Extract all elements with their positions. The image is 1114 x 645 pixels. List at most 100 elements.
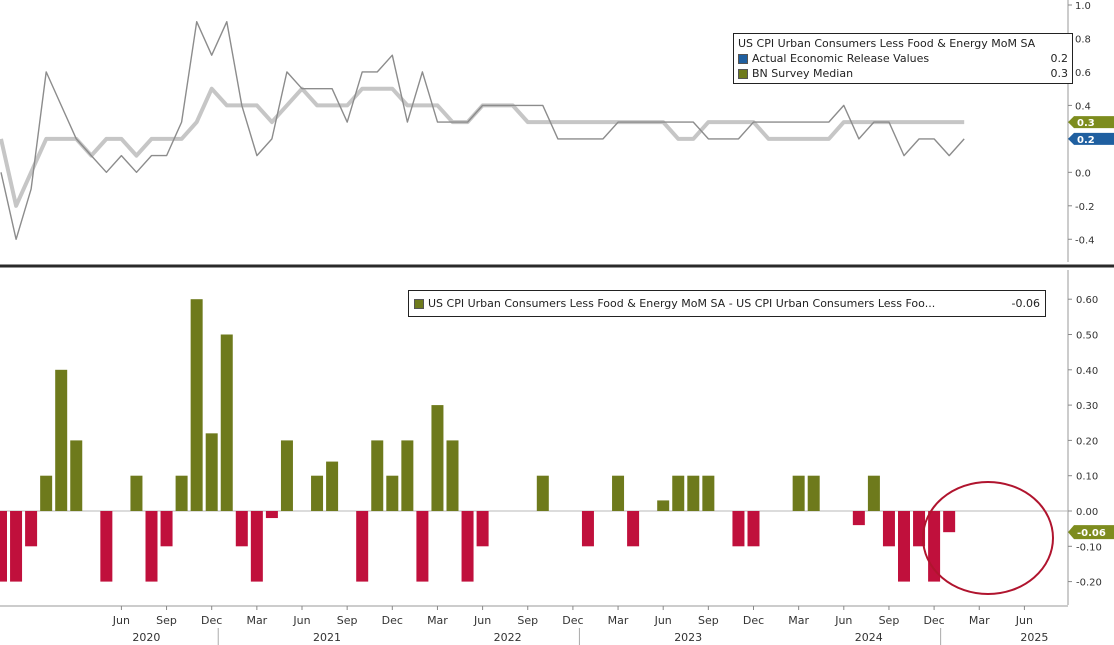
bar [326,461,339,511]
x-year-label: 2022 [494,631,522,644]
bottom-y-tick-label: 0.60 [1076,295,1098,306]
top-panel-line-chart: -0.4 -0.2 0.0 0.2 0.4 0.6 0.8 1.0 0.3 0.2 [0,0,1114,262]
annotation-circle [922,481,1054,595]
bar-last-value-badge [1068,525,1114,540]
bottom-legend-value: -0.06 [1011,297,1040,310]
bar [280,440,293,511]
bottom-panel-bar-chart: -0.20 -0.10 0.00 0.10 0.20 0.30 0.40 0.50 0.60 -0… [0,270,1114,605]
bar [702,475,715,511]
bar [732,511,745,547]
top-y-tick-label: 0.6 [1075,68,1091,79]
bottom-legend-row: US CPI Urban Consumers Less Food & Energ… [414,296,1040,311]
bar [0,511,7,582]
x-year-label: 2020 [132,631,160,644]
bar [536,475,549,511]
x-month-label: Jun [1015,614,1033,627]
bar [70,440,83,511]
bar [40,475,53,511]
bar [807,475,820,511]
bar [100,511,113,582]
bar [401,440,414,511]
bar [10,511,23,582]
x-year-label: 2025 [1020,631,1048,644]
x-month-label: Jun [473,614,491,627]
bar [25,511,38,547]
cpi-actual-line [0,21,965,241]
diff-swatch-icon [414,298,424,309]
x-year-label: 2024 [855,631,883,644]
top-y-tick-label: 1.0 [1075,1,1091,12]
x-month-label: Dec [743,614,764,627]
x-year-label: 2021 [313,631,341,644]
bar [461,511,474,582]
actual-last-value-badge [1068,132,1114,145]
top-legend-survey-label: BN Survey Median [752,67,854,80]
bar [311,475,324,511]
top-legend-actual-row: Actual Economic Release Values 0.2 [738,51,1068,66]
bar [356,511,369,582]
bar [130,475,143,511]
bar [446,440,459,511]
x-month-label: Sep [337,614,358,627]
bar [386,475,399,511]
x-month-label: Sep [698,614,719,627]
top-y-tick-label: 0.4 [1075,101,1091,112]
bar [220,334,233,511]
bottom-y-tick-label: 0.40 [1076,366,1098,377]
bar [476,511,489,547]
bar [792,475,805,511]
survey-last-value-label: 0.3 [1077,118,1095,129]
x-month-label: Dec [382,614,403,627]
top-y-tick-label: -0.4 [1075,235,1095,246]
bar [55,369,68,511]
top-legend-title: US CPI Urban Consumers Less Food & Energ… [738,37,1036,50]
actual-swatch-icon [738,53,748,64]
x-month-label: Sep [879,614,900,627]
x-month-label: Mar [427,614,448,627]
bar [431,405,444,511]
bar [190,299,203,511]
x-month-label: Jun [292,614,310,627]
bar [175,475,188,511]
x-month-label: Sep [156,614,177,627]
top-y-tick-label: 0.0 [1075,168,1091,179]
top-legend-survey-value: 0.3 [1050,67,1069,80]
bar [747,511,760,547]
x-axis: Jun Sep Dec Mar Jun Sep Dec Mar Jun Sep Dec Mar Jun S… [0,605,1068,645]
bar [250,511,263,582]
x-month-label: Dec [201,614,222,627]
bar [205,433,218,511]
x-month-label: Jun [112,614,130,627]
x-month-label: Dec [923,614,944,627]
top-y-tick-label: 0.8 [1075,34,1091,45]
x-month-label: Mar [608,614,629,627]
bar [160,511,173,547]
x-month-label: Dec [562,614,583,627]
bar [867,475,880,511]
bar [612,475,625,511]
bar [627,511,640,547]
bottom-y-tick-label: -0.10 [1076,542,1102,553]
top-legend-title-row: US CPI Urban Consumers Less Food & Energ… [738,36,1068,51]
bottom-y-tick-label: -0.20 [1076,578,1102,589]
bar [371,440,384,511]
bar [265,511,278,519]
bottom-y-tick-label: 0.30 [1076,401,1098,412]
bottom-legend: US CPI Urban Consumers Less Food & Energ… [408,290,1046,317]
top-y-tick-label: -0.2 [1075,202,1095,213]
x-year-label: 2023 [674,631,702,644]
bottom-y-tick-label: 0.20 [1076,436,1098,447]
bar [581,511,594,547]
bottom-y-tick-label: 0.00 [1076,507,1098,518]
survey-swatch-icon [738,68,748,79]
top-legend-actual-value: 0.2 [1050,52,1069,65]
bar [672,475,685,511]
bar [657,500,670,511]
x-month-label: Mar [246,614,267,627]
x-month-label: Mar [788,614,809,627]
x-month-label: Sep [517,614,538,627]
bar [235,511,248,547]
top-legend: US CPI Urban Consumers Less Food & Energ… [733,33,1073,84]
x-month-label: Jun [654,614,672,627]
